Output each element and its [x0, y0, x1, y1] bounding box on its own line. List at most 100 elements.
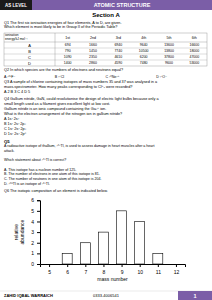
tick: 5 [31, 208, 40, 214]
table-header-line: energy/kJ mol⁻¹ [5, 37, 28, 41]
x-axis-line [41, 265, 186, 268]
tick: 9 [121, 264, 124, 275]
bar [153, 253, 163, 264]
tick-label: 3 [31, 229, 34, 235]
tick: 5 [48, 264, 51, 275]
table-cell: 9640 [140, 43, 148, 47]
tick-label: 8 [103, 269, 106, 275]
answer-option: B ¹⁷Cl [55, 75, 64, 79]
question-text: Q1 The first six ionisation energies of … [4, 21, 121, 30]
tick-mark [122, 264, 123, 267]
tick-label: 5 [31, 208, 34, 214]
tick-mark [37, 243, 40, 244]
bar-chart: 567891011120123456mass numberrelativeabu… [13, 197, 186, 282]
tick-label: 2 [31, 240, 34, 246]
question-text-line: Which element is most likely to be in Gr… [4, 26, 117, 30]
answer-option: D ¹⁷O⁻ [156, 75, 167, 79]
table-rule [4, 60, 207, 61]
tick: 6 [66, 264, 69, 275]
table-cell: 790 [65, 49, 71, 53]
table-cell: 1400 [64, 61, 72, 65]
bar [135, 221, 145, 264]
table-header: 4th [141, 36, 146, 40]
table-cell: 7740 [114, 49, 122, 53]
table-cell: 2350 [89, 55, 97, 59]
footer-bar [0, 291, 212, 300]
question-text: Q3 A sample of chlorine containing isoto… [4, 81, 158, 95]
tick-label: 6 [31, 197, 34, 203]
question-text: Q6 The isotopic composition of an elemen… [4, 189, 108, 193]
tick: 0 [31, 261, 40, 267]
question-text-line: A 2 B 3 C 4 D 5 [4, 91, 30, 95]
table-cell: 1090 [64, 55, 72, 59]
table-border [4, 33, 207, 66]
header-right: ATOMIC STRUCTURE [94, 2, 151, 8]
question-text: Q4 Gallium nitride, GaN, could revolutio… [4, 97, 159, 136]
question-label: Q5 [4, 139, 10, 144]
tick: 8 [103, 264, 106, 275]
question-text: A radioactive isotope of thallium, ²⁰⁷Tl… [4, 145, 155, 186]
table-header: 3rd [116, 36, 121, 40]
footer-left: ZAHID IQBAL WARRAICH [4, 293, 53, 298]
y-axis-title-line: abundance [19, 220, 25, 245]
table-row-label: A [28, 43, 31, 48]
x-axis-title: mass number [97, 276, 128, 282]
tick: 6 [31, 197, 40, 203]
question-text-line: B 1s² 2s² 2p³ [4, 122, 26, 126]
question-text-line: Q4 Gallium nitride, GaN, could revolutio… [4, 97, 159, 101]
footer-right-box [178, 291, 212, 300]
tick-mark [37, 211, 40, 212]
table-rule [4, 42, 207, 43]
tick-mark [103, 264, 104, 267]
question-text-line: A. This isotope has a nucleon number of … [4, 168, 76, 172]
tick-label: 1 [31, 250, 34, 256]
bar [117, 211, 127, 264]
question-text-line: A radioactive isotope of thallium, ²⁰⁷Tl… [4, 145, 155, 149]
tick: 2 [31, 240, 40, 246]
question-text-line: Which statement about ²⁰⁷Tl is correct? [4, 159, 66, 163]
x-axis: 5 6 7 8 9 10 11 12 [41, 264, 186, 275]
question-text: Q2 In which species are the numbers of e… [4, 68, 123, 72]
question-text-line: B. The number of electrons in one atom o… [4, 173, 100, 177]
tick-mark [37, 200, 40, 201]
question-text-line: A 1s² 2s² [4, 117, 20, 121]
header-left-box [0, 0, 32, 10]
tick-label: 9 [121, 269, 124, 275]
y-axis-title: relativeabundance [13, 220, 25, 245]
tick-mark [140, 264, 141, 267]
table-rule [4, 48, 207, 49]
table-header: 2nd [90, 36, 96, 40]
bar [62, 253, 72, 264]
section-title: Section A [92, 12, 120, 18]
tick: 7 [84, 264, 87, 275]
table-cell: 6940 [114, 43, 122, 47]
question-text-line: C 1s² 2s² 2p³ [4, 127, 27, 131]
table-header: 1st [65, 36, 70, 40]
table-cell: 37800 [164, 55, 174, 59]
tick: 12 [174, 264, 180, 275]
tick-mark [85, 264, 86, 267]
tick-mark [176, 264, 177, 267]
question-text-line: Q3 A sample of chlorine containing isoto… [4, 81, 158, 85]
question-text-line: What is the electron arrangement of the … [4, 112, 122, 116]
table-cell: 47000 [189, 55, 199, 59]
table-header: 6th [192, 36, 197, 40]
tick-label: 7 [84, 269, 87, 275]
tick: 10 [137, 264, 143, 275]
question-text-line: C. The number of neutrons in one atom of… [4, 178, 101, 182]
table: ionisationenergy/kJ mol⁻¹1st2nd3rd4th5th… [4, 33, 207, 66]
header-left: AS LEVEL [5, 3, 27, 8]
tick-mark [67, 264, 68, 267]
footer-mid: 0333-4006541 [93, 293, 120, 298]
table-cell: 9600 [165, 61, 173, 65]
bars [62, 211, 163, 264]
answer-option: C ²⁰Ne²⁺ [106, 75, 120, 79]
tick-mark [158, 264, 159, 267]
y-axis: 0123456 [31, 197, 40, 267]
question-text-line: Gallium nitride is an ionic compound con… [4, 107, 106, 111]
tick-label: 6 [66, 269, 69, 275]
tick-label: 11 [156, 269, 161, 275]
question-text-line: small length used as a filament gives ex… [4, 102, 110, 106]
tick-mark [37, 232, 40, 233]
table-row-label: C [28, 55, 31, 60]
